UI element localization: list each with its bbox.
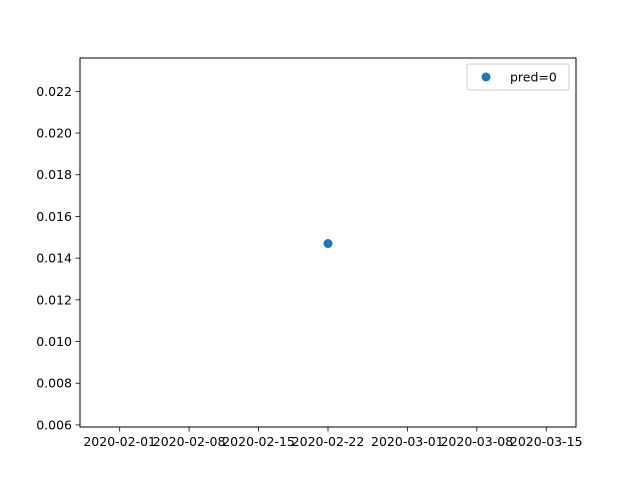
y-tick-label: 0.006 (36, 417, 72, 432)
y-tick-label: 0.012 (36, 292, 72, 307)
y-tick-label: 0.016 (36, 209, 72, 224)
x-tick-label: 2020-02-15 (222, 434, 295, 449)
y-tick-label: 0.018 (36, 167, 72, 182)
x-tick-label: 2020-03-15 (510, 434, 583, 449)
x-axis: 2020-02-012020-02-082020-02-152020-02-22… (83, 427, 583, 449)
x-tick-label: 2020-02-08 (153, 434, 226, 449)
x-tick-label: 2020-02-22 (292, 434, 365, 449)
legend: pred=0 (466, 63, 570, 91)
y-axis: 0.006 0.008 0.010 0.012 0.014 0.016 0.018 0.020… (36, 84, 80, 432)
y-tick-label: 0.014 (36, 251, 72, 266)
plot-frame (79, 57, 577, 428)
y-tick-label: 0.008 (36, 376, 72, 391)
data-points (323, 239, 333, 249)
y-tick-label: 0.020 (36, 126, 72, 141)
x-tick-label: 2020-02-01 (83, 434, 156, 449)
x-tick-label: 2020-03-08 (440, 434, 513, 449)
legend-box (466, 63, 570, 91)
legend-label: pred=0 (510, 70, 557, 85)
y-tick-label: 0.010 (36, 334, 72, 349)
x-tick-label: 2020-03-01 (371, 434, 444, 449)
legend-marker (481, 72, 491, 82)
y-tick-label: 0.022 (36, 84, 72, 99)
data-point (323, 239, 333, 249)
